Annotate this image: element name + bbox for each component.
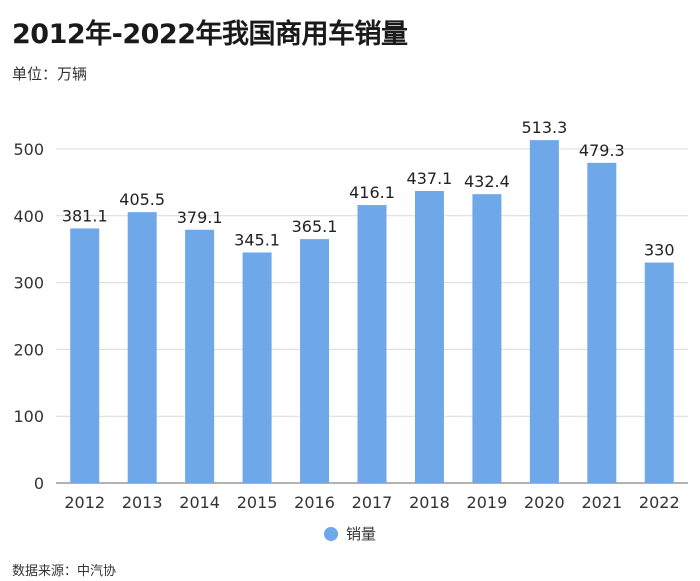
unit-label: 单位：万辆 — [12, 65, 88, 83]
bars — [70, 140, 674, 483]
x-axis-ticks: 2012 2013 2014 2015 2016 2017 2018 2019 2020 2021… — [64, 493, 679, 512]
x-tick-label: 2013 — [122, 493, 163, 512]
bar — [357, 205, 387, 483]
x-tick-label: 2022 — [639, 493, 680, 512]
data-label: 345.1 — [234, 230, 280, 249]
bar — [70, 228, 100, 483]
data-label: 479.3 — [579, 141, 625, 160]
x-tick-label: 2018 — [409, 493, 450, 512]
y-tick-label: 200 — [13, 340, 44, 359]
y-tick-label: 100 — [13, 407, 44, 426]
data-label: 416.1 — [349, 183, 395, 202]
x-tick-label: 2020 — [524, 493, 565, 512]
x-tick-label: 2016 — [294, 493, 335, 512]
data-label: 330 — [644, 241, 675, 260]
legend: 销量 — [0, 523, 700, 544]
y-tick-label: 300 — [13, 274, 44, 293]
bar — [242, 252, 272, 483]
data-label: 513.3 — [521, 118, 567, 137]
y-tick-label: 500 — [13, 140, 44, 159]
bar — [529, 140, 559, 483]
y-tick-label: 400 — [13, 207, 44, 226]
y-tick-label: 0 — [34, 474, 44, 493]
x-tick-label: 2012 — [64, 493, 105, 512]
data-label: 432.4 — [464, 172, 510, 191]
x-tick-label: 2021 — [581, 493, 622, 512]
bar — [414, 191, 444, 483]
data-label: 437.1 — [407, 169, 453, 188]
data-label: 381.1 — [62, 206, 108, 225]
bar — [472, 194, 502, 483]
data-label: 379.1 — [177, 208, 223, 227]
legend-marker — [323, 527, 338, 541]
x-tick-label: 2017 — [352, 493, 393, 512]
bar — [644, 262, 674, 483]
x-tick-label: 2015 — [237, 493, 278, 512]
bar — [587, 162, 617, 483]
bar — [127, 212, 157, 483]
legend-label: 销量 — [345, 525, 376, 543]
bar — [300, 239, 330, 483]
x-tick-label: 2019 — [467, 493, 508, 512]
data-label: 405.5 — [119, 190, 165, 209]
value-labels: 381.1 405.5 379.1 345.1 365.1 416.1 437.1 432.4… — [62, 118, 675, 259]
x-tick-label: 2014 — [179, 493, 220, 512]
bar — [185, 229, 215, 483]
data-label: 365.1 — [292, 217, 338, 236]
y-axis-ticks: 0 100 200 300 400 500 — [13, 140, 44, 493]
data-source: 数据来源：中汽协 — [12, 564, 117, 579]
chart-title: 2012年-2022年我国商用车销量 — [12, 19, 408, 50]
